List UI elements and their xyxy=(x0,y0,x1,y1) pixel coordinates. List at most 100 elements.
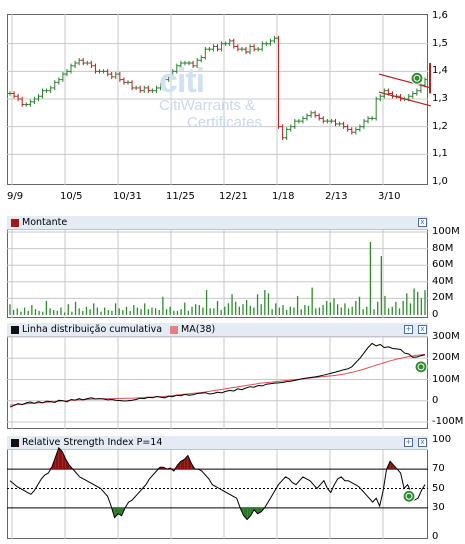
price-candle xyxy=(333,118,338,127)
price-candle xyxy=(288,124,293,132)
cdl-line xyxy=(9,342,426,408)
price-candle xyxy=(64,69,69,77)
price-candle xyxy=(81,58,86,66)
price-candle xyxy=(317,113,322,121)
price-y-tick: 1,3 xyxy=(432,93,448,104)
price-candle xyxy=(36,94,41,102)
price-candle xyxy=(56,77,61,85)
price-candle xyxy=(158,82,163,91)
volume-chart xyxy=(7,230,428,318)
price-candle xyxy=(272,35,277,44)
ma-legend-label: MA(38) xyxy=(181,324,216,335)
price-candle xyxy=(313,110,318,118)
rsi-overbought-fill xyxy=(180,459,185,470)
price-candle xyxy=(235,44,240,52)
price-candle xyxy=(227,38,232,46)
rsi-panel: Relative Strength Index P=14 + x xyxy=(7,436,430,539)
price-candle xyxy=(16,94,21,102)
volume-y-tick: 40M xyxy=(432,275,454,287)
rsi-panel-header: Relative Strength Index P=14 + x xyxy=(7,436,428,450)
price-candle xyxy=(349,127,354,135)
rsi-line xyxy=(9,446,426,521)
price-candle xyxy=(305,113,310,121)
price-candle xyxy=(264,41,269,46)
price-y-tick: 1,1 xyxy=(432,148,448,160)
rsi-oversold-fill xyxy=(114,507,119,518)
rsi-y-tick: 0 xyxy=(432,531,439,542)
price-candle xyxy=(252,44,257,52)
price-candle xyxy=(125,80,130,85)
price-candle xyxy=(268,38,273,46)
volume-close-button[interactable]: x xyxy=(418,218,427,227)
price-candle xyxy=(300,116,305,124)
price-chart[interactable] xyxy=(7,14,432,185)
rsi-y-tick: 70 xyxy=(432,463,445,475)
price-candle xyxy=(28,99,33,107)
price-candle xyxy=(178,60,183,69)
price-candle xyxy=(154,85,159,93)
price-candle xyxy=(138,85,143,93)
price-candle xyxy=(207,46,212,52)
price-x-tick: 11/25 xyxy=(166,191,195,202)
price-candle xyxy=(321,116,326,124)
price-candle xyxy=(276,35,281,129)
volume-y-tick: 0 xyxy=(432,309,439,320)
price-x-tick: 12/21 xyxy=(219,191,248,202)
price-candle xyxy=(77,58,82,66)
price-candle xyxy=(60,71,65,82)
volume-y-tick: 60M xyxy=(432,259,454,271)
price-candle xyxy=(370,116,375,121)
cdl-panel-title: Linha distribuição cumulativa xyxy=(22,324,163,335)
price-candle xyxy=(345,124,350,132)
price-candle xyxy=(101,69,106,74)
price-candle xyxy=(341,121,346,129)
cdl-marker xyxy=(414,360,428,374)
rsi-y-tick: 50 xyxy=(432,482,445,494)
watermark-line2: Certificates xyxy=(187,114,263,131)
price-candle xyxy=(85,60,90,66)
price-candle xyxy=(182,60,187,66)
price-candle xyxy=(40,88,45,99)
price-candle xyxy=(20,96,25,107)
cdl-close-button[interactable]: x xyxy=(418,325,427,334)
price-candle xyxy=(150,88,155,93)
cdl-y-tick: 100M xyxy=(432,373,460,385)
price-candle xyxy=(309,110,314,118)
rsi-resize-button[interactable]: + xyxy=(404,438,413,447)
rsi-close-button[interactable]: x xyxy=(418,438,427,447)
price-candle xyxy=(296,118,301,124)
volume-y-tick: 100M xyxy=(432,226,460,237)
price-y-tick: 1,0 xyxy=(432,176,448,187)
price-candle xyxy=(414,88,419,96)
price-candle xyxy=(260,41,265,52)
price-candle xyxy=(142,85,147,93)
price-candle xyxy=(32,96,37,104)
price-candle xyxy=(223,41,228,46)
price-candle xyxy=(109,71,114,80)
price-candle xyxy=(280,124,285,140)
rsi-marker xyxy=(402,489,416,503)
price-x-tick: 10/5 xyxy=(60,191,83,202)
price-y-tick: 1,5 xyxy=(432,37,448,49)
price-candle xyxy=(195,58,200,69)
price-candle xyxy=(134,85,139,91)
price-candle xyxy=(256,46,261,52)
price-candle xyxy=(174,63,179,74)
price-candle xyxy=(357,124,362,132)
price-y-tick: 1,6 xyxy=(432,10,448,21)
cdl-marker-circle xyxy=(414,360,428,374)
cdl-marker-inner xyxy=(417,363,425,371)
price-candle xyxy=(329,118,334,124)
price-candle xyxy=(361,118,366,129)
price-candle xyxy=(292,118,297,129)
price-candle xyxy=(89,60,94,69)
price-candle xyxy=(353,127,358,135)
price-candle xyxy=(366,116,371,124)
price-candle xyxy=(215,44,220,52)
cdl-resize-button[interactable]: + xyxy=(404,325,413,334)
rsi-marker-circle xyxy=(402,489,416,503)
price-x-tick: 2/13 xyxy=(325,191,348,202)
ma-swatch xyxy=(170,326,178,334)
price-candle xyxy=(187,60,192,66)
cdl-swatch xyxy=(11,326,19,334)
